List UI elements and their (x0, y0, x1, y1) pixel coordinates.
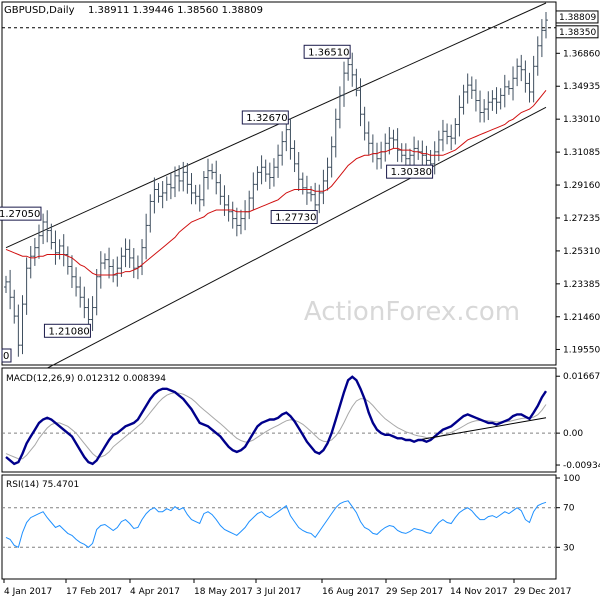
swing-label-box (43, 323, 91, 338)
date-axis-label: 18 May 2017 (194, 587, 253, 597)
rsi-title: RSI(14) 75.4701 (6, 480, 79, 490)
rsi-axis-label: 30 (563, 543, 575, 553)
swing-label: 1.32670 (246, 113, 287, 124)
swing-label-partial-box (1, 348, 12, 363)
rsi-panel: 100 70 30 RSI(14) 75.4701 (1, 474, 580, 580)
date-axis-label: 4 Apr 2017 (130, 587, 180, 597)
price-axis-label: 1.23385 (563, 280, 600, 290)
marked-level-tag-box (555, 25, 599, 39)
price-axis-label: 1.25310 (563, 247, 600, 257)
rsi-axis-label: 100 (563, 474, 580, 484)
macd-axis-label: 0.016672 (563, 372, 600, 382)
rsi-panel-frame (1, 474, 557, 580)
swing-label-partial: 0 (3, 351, 9, 362)
macd-axis-label: 0.00 (563, 429, 583, 439)
macd-title: MACD(12,26,9) 0.012312 0.008394 (6, 374, 166, 384)
date-axis: 4 Jan 2017 17 Feb 2017 4 Apr 2017 18 May 20… (3, 579, 572, 597)
price-axis-label: 1.21460 (563, 313, 600, 323)
current-price-tag-box (555, 10, 599, 24)
swing-label: 1.36510 (308, 47, 349, 58)
chart-header-ohlc: 1.38911 1.39446 1.38560 1.38809 (88, 5, 263, 16)
macd-trendline (422, 417, 547, 440)
macd-signal-line (5, 392, 547, 460)
price-axis-label: 1.29160 (563, 181, 600, 191)
price-panel: ActionForex.com 1.19550 1.21460 1.23385 1.2… (0, 1, 600, 391)
price-axis-label: 1.27235 (563, 214, 600, 224)
marked-level-tag: 1.38350 (559, 28, 596, 38)
price-axis-label: 1.19550 (563, 345, 600, 355)
channel-upper-line (5, 2, 547, 249)
swing-label: 1.27050 (0, 209, 40, 220)
date-axis-label: 29 Sep 2017 (386, 587, 443, 597)
date-axis-label: 14 Nov 2017 (450, 587, 508, 597)
price-axis-label: 1.34935 (563, 82, 600, 92)
date-axis-label: 3 Jul 2017 (256, 587, 301, 597)
current-price-tag: 1.38809 (559, 13, 596, 23)
swing-label: 1.27730 (275, 213, 316, 224)
macd-line (5, 375, 548, 466)
macd-panel: 0.016672 0.00 -0.009345 MACD(12,26,9) 0.01… (1, 367, 600, 473)
swing-label: 1.21080 (48, 326, 89, 337)
chart-header-symbol: GBPUSD,Daily (4, 5, 75, 16)
rsi-axis-label: 70 (563, 504, 575, 514)
price-panel-frame (1, 1, 557, 366)
swing-label-box (303, 44, 351, 59)
price-axis-label: 1.33010 (563, 115, 600, 125)
watermark: ActionForex.com (304, 297, 520, 327)
date-axis-label: 17 Feb 2017 (66, 587, 122, 597)
swing-label: 1.30380 (391, 167, 432, 178)
swing-label-box (241, 110, 289, 125)
date-axis-label: 16 Aug 2017 (322, 587, 380, 597)
moving-average-line (5, 89, 547, 276)
macd-axis-label: -0.009345 (563, 461, 600, 471)
price-axis-label: 1.36860 (563, 49, 600, 59)
swing-label-box (270, 210, 318, 225)
price-axis-label: 1.31085 (563, 148, 600, 158)
date-axis-label: 4 Jan 2017 (4, 587, 52, 597)
channel-lower-line (5, 106, 547, 391)
swing-label-box (0, 206, 42, 221)
swing-label-box (386, 164, 434, 179)
date-axis-label: 29 Dec 2017 (514, 587, 572, 597)
rsi-line (5, 500, 547, 549)
